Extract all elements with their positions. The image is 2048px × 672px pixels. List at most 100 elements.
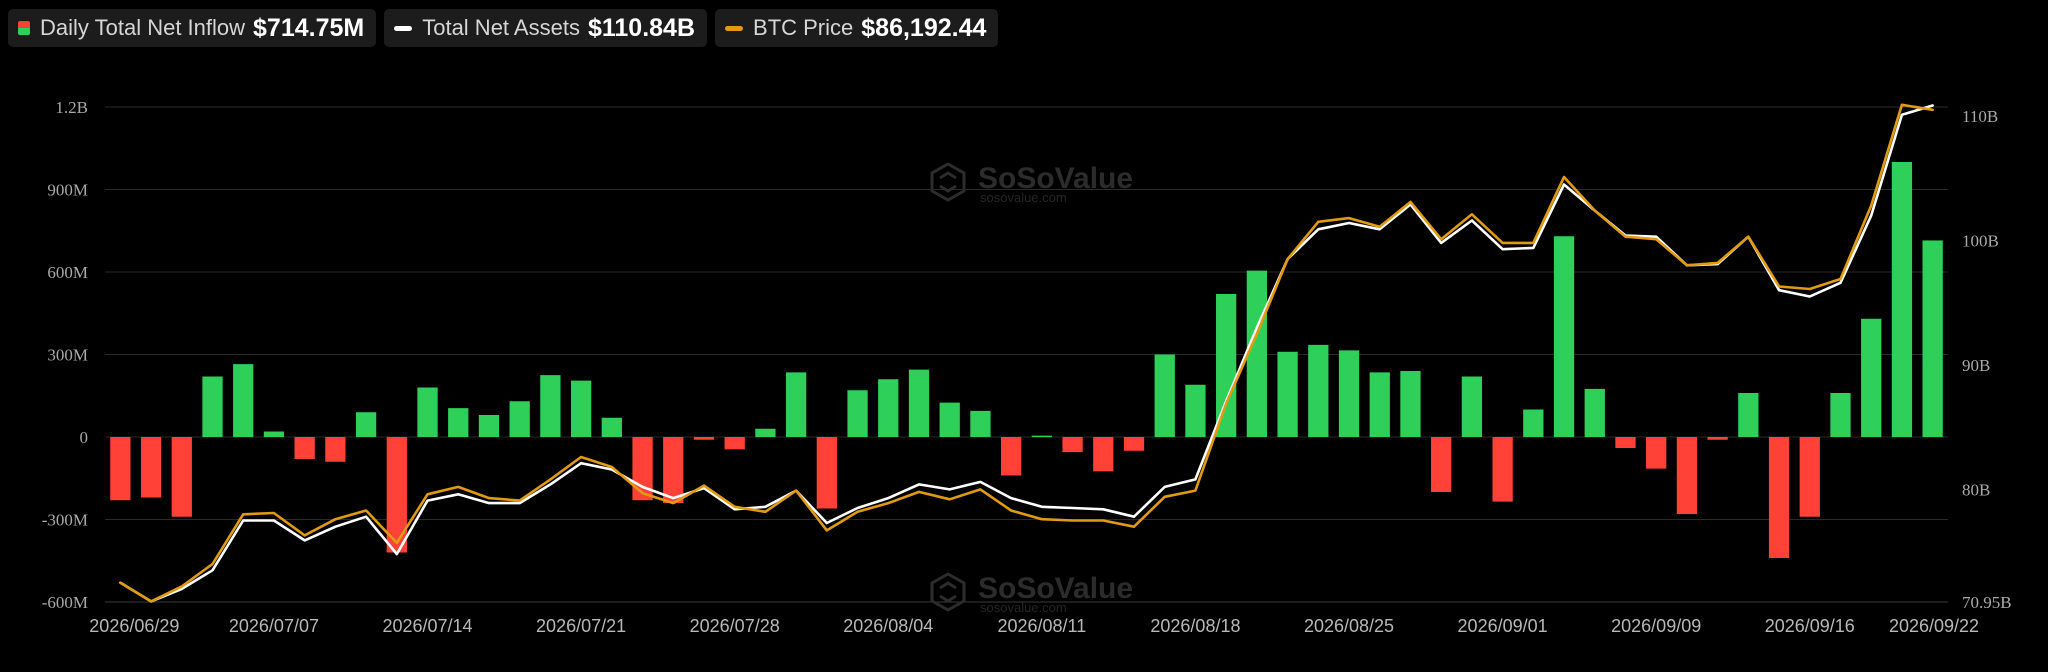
- net-inflow-bar: [1615, 437, 1636, 448]
- net-inflow-bar: [294, 437, 315, 459]
- net-inflow-bar: [1369, 372, 1390, 437]
- net-inflow-bars: [110, 162, 1943, 558]
- y-right-tick-label: 110B: [1962, 107, 1998, 126]
- net-inflow-bar: [755, 428, 776, 437]
- legend-value: $86,192.44: [861, 13, 987, 42]
- y-right-tick-label: 70.95B: [1962, 593, 2012, 612]
- watermark-brand: SoSoValue: [978, 162, 1133, 195]
- legend-label: Total Net Assets: [422, 15, 580, 40]
- x-tick-label: 2026/09/16: [1765, 616, 1855, 636]
- net-inflow-bar: [355, 412, 377, 437]
- net-inflow-bar: [847, 390, 868, 437]
- y-left-tick-label: 0: [80, 428, 89, 447]
- net-inflow-bar: [1154, 354, 1175, 437]
- net-inflow-bar: [1216, 294, 1237, 437]
- net-inflow-bar: [1277, 351, 1298, 437]
- y-left-tick-label: -300M: [42, 511, 88, 530]
- legend-value: $110.84B: [587, 13, 696, 42]
- net-inflow-bar: [1553, 236, 1575, 437]
- net-inflow-bar: [478, 415, 500, 437]
- x-tick-label: 2026/09/22: [1889, 616, 1979, 636]
- axis-labels: -600M -300M 0 300M 600M 900M 1.2B 70.95B 80B 90B 1…: [42, 98, 2012, 636]
- total-net-assets-line: [119, 104, 1934, 603]
- net-inflow-bar: [1891, 162, 1913, 437]
- net-inflow-bar: [878, 379, 899, 437]
- net-inflow-bar: [509, 401, 530, 437]
- net-inflow-bar: [1001, 437, 1022, 476]
- y-left-tick-label: 300M: [47, 346, 88, 365]
- watermark-bottom: SoSoValue sosovalue.com: [930, 572, 1133, 615]
- net-inflow-bar: [970, 410, 991, 437]
- x-tick-label: 2026/08/18: [1150, 616, 1240, 636]
- net-inflow-bar: [1492, 437, 1513, 502]
- legend-label: BTC Price: [753, 15, 854, 40]
- net-inflow-bar: [570, 380, 592, 437]
- net-inflow-bar: [1185, 384, 1206, 437]
- net-inflow-bar: [908, 369, 930, 437]
- watermark-sub: sosovalue.com: [980, 600, 1067, 615]
- y-left-tick-label: 900M: [47, 181, 88, 200]
- net-inflow-bar: [1308, 344, 1329, 437]
- net-inflow-bar: [1031, 435, 1052, 438]
- x-tick-label: 2026/06/29: [89, 616, 179, 636]
- watermark-sub: sosovalue.com: [980, 190, 1067, 205]
- net-inflow-swatch-icon: [18, 21, 30, 35]
- net-inflow-bar: [202, 376, 223, 437]
- net-inflow-bar: [785, 372, 807, 437]
- y-right-tick-label: 90B: [1962, 356, 1990, 375]
- x-tick-label: 2026/09/09: [1611, 616, 1701, 636]
- series-lines: [119, 103, 1934, 603]
- net-inflow-bar: [1738, 393, 1759, 437]
- net-inflow-bar: [1093, 437, 1114, 472]
- net-inflow-bar: [171, 437, 192, 517]
- btc-price-swatch-icon: [725, 25, 744, 31]
- net-inflow-bar: [1523, 409, 1544, 437]
- net-inflow-bar: [724, 437, 745, 450]
- net-inflow-bar: [110, 437, 131, 501]
- net-inflow-bar: [233, 364, 254, 437]
- net-inflow-bar: [1338, 350, 1360, 437]
- net-inflow-bar: [325, 437, 346, 462]
- logo-mark-icon: [939, 171, 957, 193]
- y-left-tick-label: 1.2B: [55, 98, 88, 117]
- net-inflow-bar: [1830, 393, 1851, 437]
- y-left-tick-label: 600M: [47, 263, 88, 282]
- watermarks: SoSoValue sosovalue.com SoSoValue sosova…: [930, 162, 1133, 615]
- legend-item-btc-price[interactable]: BTC Price $86,192.44: [715, 9, 999, 47]
- x-tick-label: 2026/07/28: [690, 616, 780, 636]
- x-tick-label: 2026/07/14: [382, 616, 472, 636]
- net-inflow-bar: [1461, 376, 1483, 437]
- net-inflow-bar: [663, 437, 684, 503]
- net-inflow-bar: [263, 431, 285, 437]
- net-inflow-bar: [1768, 437, 1790, 558]
- x-tick-label: 2026/07/07: [229, 616, 319, 636]
- legend-item-net-inflow[interactable]: Daily Total Net Inflow $714.75M: [8, 9, 377, 47]
- net-inflow-bar: [1246, 270, 1268, 437]
- watermark-brand: SoSoValue: [978, 572, 1133, 605]
- legend-item-total-net-assets[interactable]: Total Net Assets $110.84B: [384, 9, 708, 47]
- logo-icon: [930, 162, 966, 202]
- net-inflow-bar: [448, 408, 469, 437]
- net-inflow-bar: [417, 387, 438, 437]
- logo-icon: [930, 572, 966, 612]
- net-inflow-bar: [140, 437, 162, 498]
- net-assets-swatch-icon: [394, 25, 413, 31]
- net-inflow-bar: [1676, 437, 1698, 514]
- x-tick-label: 2026/08/25: [1304, 616, 1394, 636]
- net-inflow-bar: [1707, 437, 1728, 440]
- net-inflow-bar: [601, 417, 622, 437]
- x-tick-label: 2026/07/21: [536, 616, 626, 636]
- logo-mark-icon: [939, 581, 957, 603]
- legend-value: $714.75M: [253, 13, 365, 42]
- x-tick-label: 2026/09/01: [1458, 616, 1548, 636]
- net-inflow-bar: [939, 402, 960, 437]
- net-inflow-bar: [1799, 437, 1820, 517]
- net-inflow-bar: [1646, 437, 1667, 469]
- watermark-top: SoSoValue sosovalue.com: [930, 162, 1133, 205]
- net-inflow-bar: [540, 375, 561, 437]
- net-inflow-bar: [693, 437, 715, 440]
- btc-price-line: [119, 103, 1934, 603]
- net-inflow-bar: [386, 437, 407, 553]
- net-inflow-bar: [1922, 240, 1943, 437]
